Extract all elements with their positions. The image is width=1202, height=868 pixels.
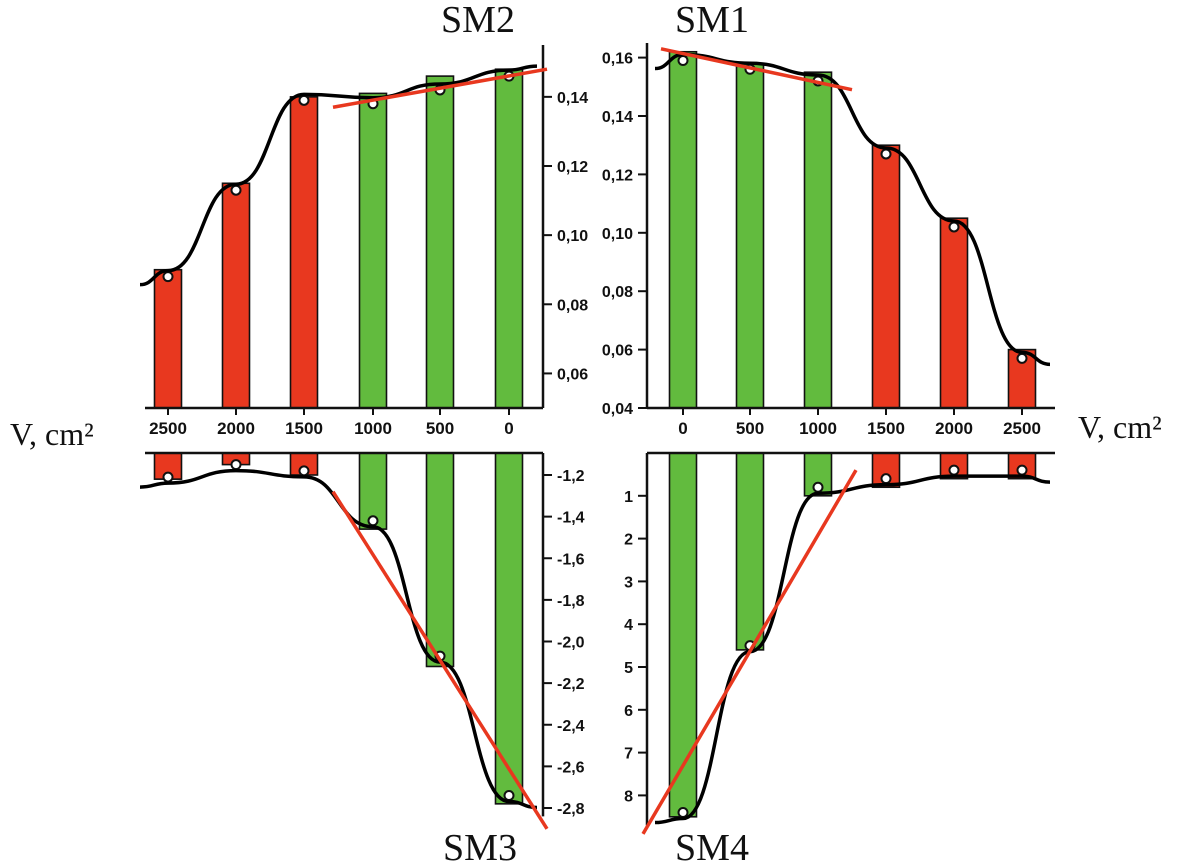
- fit-line: [332, 67, 548, 109]
- x-axis-label-right: V, cm²: [1078, 409, 1162, 445]
- bar-1000: [358, 92, 388, 409]
- x-tick-label: 2000: [935, 419, 973, 438]
- y-tick-label: 5: [624, 660, 633, 677]
- data-marker: [230, 184, 242, 196]
- y-tick-label: 6: [624, 703, 633, 720]
- data-marker: [880, 148, 892, 160]
- bar-500: [425, 75, 455, 409]
- bar-2000: [221, 182, 251, 409]
- y-tick-label: 8: [624, 788, 633, 805]
- y-tick-label: 1: [624, 489, 633, 506]
- bar-2000: [939, 217, 969, 409]
- y-tick-label: -2,4: [557, 718, 585, 735]
- y-tick-label: 0,06: [557, 366, 588, 383]
- y-tick-label: 0,06: [602, 343, 633, 360]
- bar-1500: [871, 144, 901, 409]
- y-tick-label: 0,12: [602, 167, 633, 184]
- x-tick-label: 1000: [799, 419, 837, 438]
- y-tick-label: -2,6: [557, 759, 585, 776]
- data-marker: [880, 473, 892, 485]
- y-tick-label: 0,10: [602, 226, 633, 243]
- trend-curve: [139, 468, 538, 810]
- bar-1500: [871, 452, 901, 489]
- x-tick-label: 500: [426, 419, 454, 438]
- x-tick-label: 0: [504, 419, 513, 438]
- y-tick-label: 2: [624, 532, 633, 549]
- fit-line: [331, 490, 549, 830]
- panel-title-sm1: SM1: [675, 0, 749, 41]
- bar-0: [668, 50, 698, 409]
- panel-title-sm3: SM3: [443, 827, 517, 868]
- y-tick-label: 0,08: [557, 297, 588, 314]
- y-tick-label: -2,0: [557, 635, 585, 652]
- bar-1500: [289, 96, 319, 409]
- panel-sm2: 0,06 0,08 0,10 0,12 0,14 2500 2000 1500 1000 500 0: [139, 45, 588, 438]
- trend-curve: [654, 474, 1051, 825]
- x-tick-label: 2000: [217, 419, 255, 438]
- data-marker: [1016, 352, 1028, 364]
- bar-2500: [153, 268, 183, 409]
- y-tick-label: 0,04: [602, 401, 633, 418]
- data-marker: [503, 790, 515, 802]
- data-marker: [812, 481, 824, 493]
- trend-curve: [654, 52, 1051, 367]
- trend-curve: [139, 64, 538, 287]
- data-marker: [162, 271, 174, 283]
- panel-title-sm4: SM4: [675, 827, 749, 868]
- panel-title-sm2: SM2: [441, 0, 515, 41]
- fit-line: [641, 469, 858, 835]
- data-marker: [1016, 464, 1028, 476]
- x-tick-label: 2500: [149, 419, 187, 438]
- data-marker: [677, 807, 689, 819]
- y-tick-label: 0,14: [557, 90, 588, 107]
- y-tick-label: 3: [624, 574, 633, 591]
- y-tick-label: -1,2: [557, 468, 585, 485]
- y-tick-label: -1,8: [557, 593, 585, 610]
- bar-500: [425, 452, 455, 668]
- data-marker: [298, 465, 310, 477]
- y-tick-label: 7: [624, 746, 633, 763]
- data-marker: [230, 459, 242, 471]
- x-tick-label: 0: [678, 419, 687, 438]
- data-marker: [677, 55, 689, 67]
- y-tick-label: 0,16: [602, 51, 633, 68]
- panel-sm1: 0,04 0,06 0,08 0,10 0,12 0,14 0,16 0 500 1000 1500…: [602, 43, 1055, 438]
- data-marker: [948, 464, 960, 476]
- x-tick-label: 1500: [285, 419, 323, 438]
- x-tick-label: 1500: [867, 419, 905, 438]
- bar-0: [494, 68, 524, 409]
- bar-0: [494, 452, 524, 805]
- data-marker: [162, 471, 174, 483]
- fit-line: [660, 47, 853, 92]
- y-tick-label: 0,14: [602, 109, 633, 126]
- y-tick-label: 0,12: [557, 159, 588, 176]
- y-tick-label: -1,4: [557, 510, 585, 527]
- y-tick-label: 0,10: [557, 228, 588, 245]
- bar-500: [735, 452, 765, 651]
- data-marker: [948, 221, 960, 233]
- y-tick-label: 0,08: [602, 284, 633, 301]
- y-tick-label: 4: [624, 617, 633, 634]
- bar-500: [735, 62, 765, 409]
- data-marker: [298, 94, 310, 106]
- x-tick-label: 2500: [1003, 419, 1041, 438]
- y-tick-label: -1,6: [557, 551, 585, 568]
- bar-1000: [803, 71, 833, 409]
- panel-sm4: 1 2 3 4 5 6 7 8: [624, 451, 1055, 835]
- bar-0: [668, 452, 698, 818]
- y-tick-label: -2,2: [557, 676, 585, 693]
- y-tick-label: -2,8: [557, 801, 585, 818]
- x-axis-label-left: V, cm²: [10, 416, 94, 452]
- panel-sm3: -1,2 -1,4 -1,6 -1,8 -2,0 -2,2 -2,4 -2,6 -2,8: [139, 451, 585, 830]
- x-tick-label: 1000: [354, 419, 392, 438]
- x-tick-label: 500: [736, 419, 764, 438]
- data-marker: [367, 515, 379, 527]
